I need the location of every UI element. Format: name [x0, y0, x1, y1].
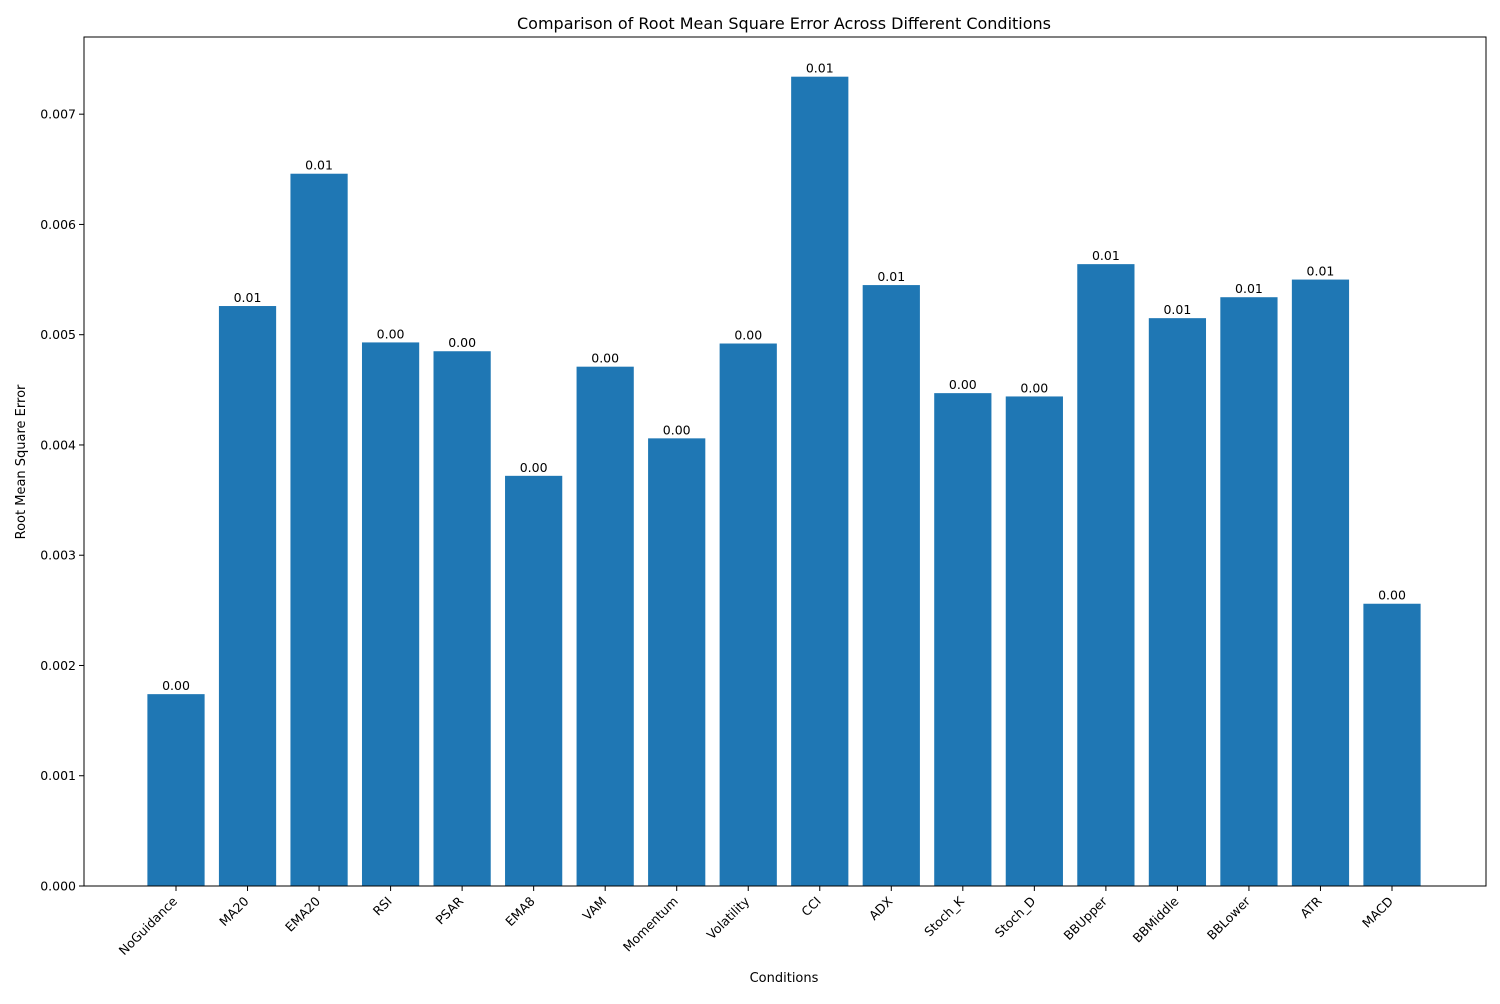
y-tick-label-5: 0.005 [40, 327, 76, 342]
x-tick-label-stoch_k: Stoch_K [921, 893, 967, 939]
data-label-stoch_d: 0.00 [1020, 380, 1048, 395]
y-tick-label-0: 0.000 [40, 879, 76, 894]
y-tick-label-3: 0.003 [40, 548, 76, 563]
y-tick-label-2: 0.002 [40, 658, 76, 673]
plot-frame [83, 36, 1487, 887]
x-tick-label-bbupper: BBUpper [1061, 893, 1111, 943]
bar-atr [1291, 279, 1350, 886]
data-label-ema20: 0.01 [305, 158, 333, 173]
bar-cci [791, 76, 849, 886]
x-tick-label-stoch_d: Stoch_D [992, 894, 1039, 941]
data-label-psar: 0.00 [448, 335, 476, 350]
x-tick-label-bblower: BBLower [1204, 893, 1254, 943]
data-label-stoch_k: 0.00 [949, 377, 977, 392]
y-tick-label-4: 0.004 [40, 437, 76, 452]
bar-noguidance [147, 694, 205, 886]
data-label-volatility: 0.00 [734, 328, 762, 343]
y-axis: 0.000 0.001 0.002 0.003 0.004 0.005 0.006 0.007 [40, 107, 84, 894]
bar-volatility [719, 343, 777, 886]
bar-bblower [1220, 297, 1278, 887]
x-tick-label-vam: VAM [580, 894, 610, 924]
data-label-bbmiddle: 0.01 [1163, 302, 1191, 317]
x-tick-label-adx: ADX [866, 893, 896, 923]
data-label-noguidance: 0.00 [162, 678, 190, 693]
data-label-ma20: 0.01 [234, 290, 262, 305]
bar-vam [576, 366, 634, 886]
data-label-ema8: 0.00 [520, 460, 548, 475]
data-label-bbupper: 0.01 [1092, 248, 1120, 263]
x-axis-label: Conditions [750, 971, 819, 986]
bar-ema8 [505, 475, 563, 886]
x-tick-label-cci: CCI [798, 894, 824, 920]
x-tick-label-rsi: RSI [370, 894, 395, 919]
data-label-vam: 0.00 [591, 351, 619, 366]
bar-rsi [361, 342, 420, 886]
x-tick-label-ma20: MA20 [216, 893, 252, 929]
data-label-cci: 0.01 [806, 61, 834, 76]
x-tick-label-macd: MACD [1359, 894, 1396, 931]
bar-stoch_d [1005, 396, 1063, 886]
bar-ma20 [218, 306, 277, 886]
bar-macd [1363, 603, 1421, 886]
x-tick-label-atr: ATR [1297, 893, 1325, 921]
x-tick-label-ema20: EMA20 [282, 893, 323, 934]
data-labels-layer: 0.00 0.01 0.01 0.00 0.00 0.00 0.00 0.00 0.00 0.01… [162, 61, 1406, 693]
x-tick-label-bbmiddle: BBMiddle [1130, 893, 1182, 945]
bar-bbmiddle [1148, 318, 1207, 886]
data-label-rsi: 0.00 [377, 326, 405, 341]
y-tick-label-7: 0.007 [40, 107, 76, 122]
x-tick-label-noguidance: NoGuidance [116, 893, 181, 958]
x-tick-label-volatility: Volatility [704, 893, 753, 942]
x-tick-label-momentum: Momentum [620, 894, 681, 955]
data-label-macd: 0.00 [1378, 588, 1406, 603]
bar-stoch_k [934, 393, 992, 886]
y-tick-label-6: 0.006 [40, 217, 76, 232]
bar-bbupper [1077, 264, 1135, 886]
data-label-momentum: 0.00 [663, 422, 691, 437]
bars-layer [147, 76, 1421, 887]
x-tick-label-ema8: EMA8 [502, 893, 538, 929]
y-tick-label-1: 0.001 [40, 768, 76, 783]
bar-psar [433, 351, 491, 886]
data-label-bblower: 0.01 [1235, 281, 1263, 296]
y-axis-label: Root Mean Square Error [14, 384, 29, 539]
x-tick-label-psar: PSAR [432, 893, 466, 927]
bar-adx [862, 285, 920, 887]
bar-ema20 [290, 173, 348, 887]
data-label-atr: 0.01 [1307, 264, 1335, 279]
bar-momentum [648, 438, 706, 886]
x-axis: NoGuidance MA20 EMA20 RSI PSAR EMA8 VAM Momentu… [116, 886, 1396, 958]
data-label-adx: 0.01 [877, 269, 905, 284]
chart-title: Comparison of Root Mean Square Error Acr… [517, 14, 1051, 33]
